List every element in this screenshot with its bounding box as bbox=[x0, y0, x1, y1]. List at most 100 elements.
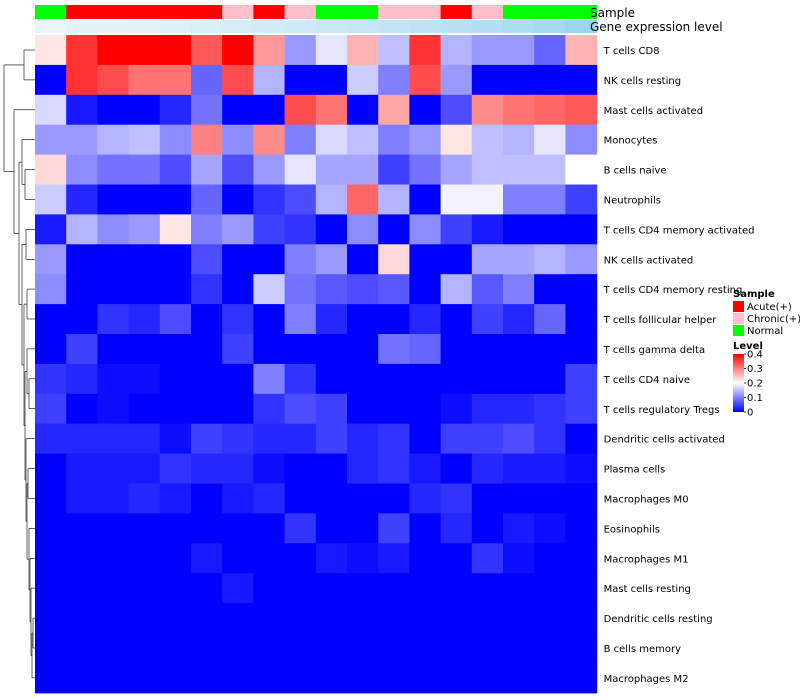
heatmap-cell bbox=[66, 453, 98, 485]
heatmap-cell bbox=[440, 513, 473, 544]
heatmap-cell bbox=[97, 94, 130, 126]
row-label: Monocytes bbox=[604, 136, 658, 147]
heatmap-cell bbox=[222, 124, 254, 156]
heatmap-cell bbox=[315, 543, 348, 574]
heatmap-cell bbox=[409, 513, 442, 544]
heatmap-cell bbox=[503, 94, 535, 126]
heatmap-cell bbox=[66, 513, 98, 544]
heatmap-cell bbox=[35, 543, 67, 574]
heatmap-cell bbox=[284, 244, 317, 275]
heatmap-cell bbox=[503, 274, 535, 305]
row-labels: T cells CD8 NK cells resting Mast cells ac… bbox=[603, 46, 755, 685]
expression-annotation-cell bbox=[440, 20, 473, 33]
heatmap-cell bbox=[565, 334, 598, 365]
heatmap-cell bbox=[159, 334, 192, 365]
expression-annotation-cell bbox=[347, 20, 379, 33]
heatmap-cell bbox=[503, 124, 535, 156]
heatmap-cell bbox=[35, 513, 67, 544]
heatmap-cell bbox=[159, 274, 192, 305]
heatmap-cell bbox=[534, 214, 566, 245]
heatmap-cell bbox=[284, 453, 317, 485]
sample-annotation-cell bbox=[315, 5, 348, 19]
heatmap-cell bbox=[471, 662, 504, 694]
sample-annotation-cell bbox=[378, 5, 410, 19]
sample-annotation-cell bbox=[159, 5, 192, 19]
sample-annotation-cell bbox=[128, 5, 161, 19]
heatmap-cell bbox=[534, 334, 566, 365]
heatmap-cell bbox=[378, 184, 410, 215]
heatmap-cell bbox=[565, 543, 598, 574]
heatmap-cell bbox=[222, 423, 254, 455]
heatmap-cell bbox=[222, 543, 254, 574]
heatmap-cell bbox=[159, 543, 192, 574]
heatmap-cell bbox=[378, 543, 410, 574]
heatmap-cell bbox=[378, 662, 410, 694]
heatmap-cell bbox=[253, 393, 286, 425]
heatmap-cell bbox=[565, 633, 598, 664]
heatmap-cell bbox=[347, 662, 379, 694]
heatmap-cell bbox=[191, 304, 223, 335]
row-label: T cells CD4 naive bbox=[603, 375, 690, 386]
heatmap-cell bbox=[378, 513, 410, 544]
level-tick-label: 0.2 bbox=[747, 379, 763, 390]
heatmap-cell bbox=[35, 662, 67, 694]
heatmap-cell bbox=[253, 573, 286, 604]
heatmap-cell bbox=[97, 483, 130, 514]
heatmap-cell bbox=[565, 453, 598, 485]
heatmap-cell bbox=[347, 35, 379, 66]
sample-annotation-cell bbox=[347, 5, 379, 19]
heatmap-cell bbox=[159, 35, 192, 66]
heatmap-cell bbox=[97, 154, 130, 186]
heatmap-cell bbox=[315, 244, 348, 275]
heatmap-cell bbox=[159, 662, 192, 694]
heatmap-cell bbox=[347, 64, 379, 96]
sample-annotation-cell bbox=[222, 5, 254, 19]
heatmap-cell bbox=[503, 423, 535, 455]
heatmap-cell bbox=[159, 214, 192, 245]
heatmap-cell bbox=[440, 94, 473, 126]
heatmap-cell bbox=[471, 154, 504, 186]
heatmap-cell bbox=[284, 214, 317, 245]
heatmap-cell bbox=[471, 513, 504, 544]
heatmap-cell bbox=[284, 184, 317, 215]
heatmap-cell bbox=[284, 573, 317, 604]
heatmap-cell bbox=[191, 214, 223, 245]
row-label: T cells CD4 memory activated bbox=[603, 225, 755, 236]
heatmap-cell bbox=[128, 35, 161, 66]
heatmap-cell bbox=[503, 304, 535, 335]
heatmap-cell bbox=[471, 423, 504, 455]
heatmap-cell bbox=[97, 244, 130, 275]
heatmap-cell bbox=[222, 513, 254, 544]
heatmap-cell bbox=[253, 94, 286, 126]
heatmap-cell bbox=[284, 64, 317, 96]
heatmap-cell bbox=[253, 603, 286, 634]
heatmap-cell bbox=[97, 573, 130, 604]
level-tick-label: 0.1 bbox=[747, 393, 763, 404]
expression-annotation-cell bbox=[284, 20, 317, 33]
heatmap-cell bbox=[128, 543, 161, 574]
heatmap-cell bbox=[253, 124, 286, 156]
heatmap-cell bbox=[66, 154, 98, 186]
legend-swatch-chronic bbox=[733, 313, 744, 324]
heatmap-cell bbox=[534, 304, 566, 335]
heatmap-cell bbox=[534, 363, 566, 395]
level-tick-label: 0 bbox=[747, 408, 753, 419]
heatmap-cell bbox=[222, 154, 254, 186]
heatmap-cell bbox=[378, 393, 410, 425]
heatmap-cell bbox=[471, 633, 504, 664]
sample-annotation-cell bbox=[284, 5, 317, 19]
expression-annotation-cell bbox=[471, 20, 504, 33]
heatmap-cell bbox=[565, 64, 598, 96]
heatmap-cell bbox=[128, 423, 161, 455]
heatmap-cell bbox=[284, 274, 317, 305]
heatmap-cell bbox=[284, 393, 317, 425]
sample-track-label: Sample bbox=[590, 6, 635, 20]
heatmap-cell bbox=[565, 94, 598, 126]
heatmap-cell bbox=[253, 334, 286, 365]
heatmap-cell bbox=[35, 483, 67, 514]
heatmap-cell bbox=[253, 543, 286, 574]
heatmap-cell bbox=[378, 633, 410, 664]
heatmap-cell bbox=[284, 603, 317, 634]
row-label: NK cells resting bbox=[604, 76, 681, 87]
heatmap-cell bbox=[128, 662, 161, 694]
